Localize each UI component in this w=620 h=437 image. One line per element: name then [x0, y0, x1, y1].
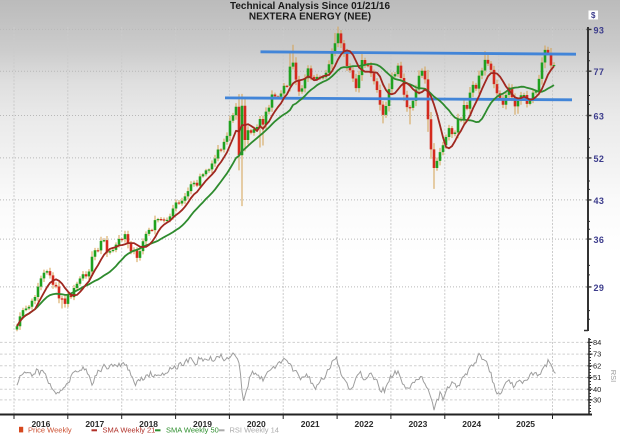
svg-text:2019: 2019 [193, 419, 212, 429]
svg-text:93: 93 [594, 25, 605, 35]
svg-text:RSI: RSI [609, 370, 618, 383]
svg-text:RSI Weekly 14: RSI Weekly 14 [230, 426, 279, 435]
svg-text:$: $ [591, 11, 596, 20]
svg-text:51: 51 [593, 373, 601, 382]
svg-text:Price Weekly: Price Weekly [28, 426, 72, 435]
svg-text:73: 73 [593, 350, 601, 359]
svg-text:30: 30 [593, 396, 601, 405]
svg-text:2021: 2021 [301, 419, 320, 429]
svg-text:2024: 2024 [462, 419, 481, 429]
svg-text:29: 29 [594, 283, 605, 293]
svg-text:SMA Weekly 21: SMA Weekly 21 [103, 426, 156, 435]
svg-text:77: 77 [594, 67, 605, 77]
svg-text:63: 63 [594, 111, 605, 121]
svg-text:SMA Weekly 50: SMA Weekly 50 [166, 426, 219, 435]
svg-text:2018: 2018 [139, 419, 158, 429]
svg-text:2025: 2025 [516, 419, 535, 429]
svg-text:43: 43 [594, 196, 605, 206]
svg-text:2020: 2020 [247, 419, 266, 429]
svg-text:62: 62 [593, 361, 601, 370]
svg-text:2022: 2022 [355, 419, 374, 429]
svg-text:40: 40 [593, 385, 601, 394]
svg-text:2016: 2016 [31, 419, 50, 429]
svg-text:84: 84 [593, 338, 601, 347]
svg-text:52: 52 [594, 154, 605, 164]
svg-text:36: 36 [594, 235, 605, 245]
svg-text:NEXTERA ENERGY (NEE): NEXTERA ENERGY (NEE) [249, 11, 371, 22]
svg-text:2017: 2017 [85, 419, 104, 429]
svg-text:2023: 2023 [408, 419, 427, 429]
svg-text:Technical Analysis Since 01/21: Technical Analysis Since 01/21/16 [230, 1, 391, 12]
